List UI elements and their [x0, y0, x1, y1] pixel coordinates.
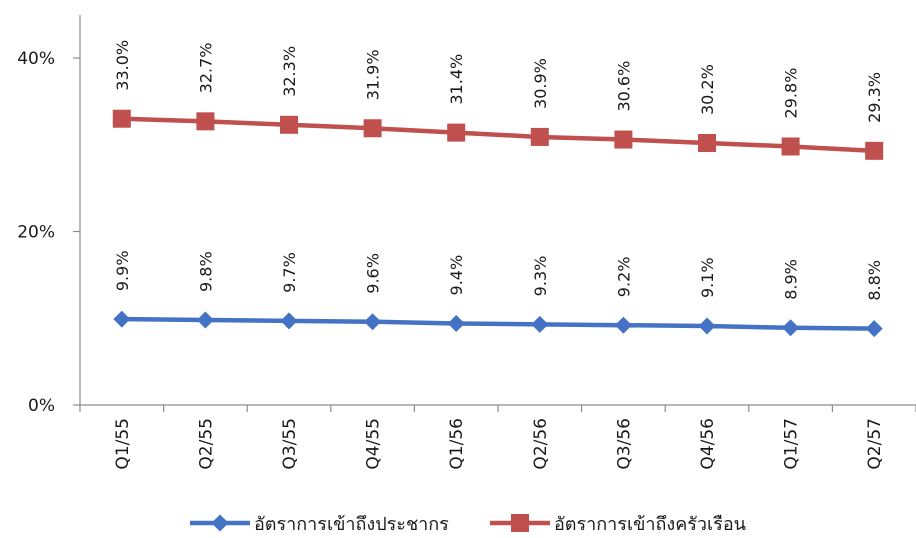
- data-point: [530, 127, 549, 146]
- data-label: 9.6%: [364, 253, 383, 294]
- legend: อัตราการเข้าถึงประชากร อัตราการเข้าถึงครั…: [190, 514, 746, 535]
- legend-label: อัตราการเข้าถึงประชากร: [254, 514, 449, 535]
- data-point: [614, 130, 633, 149]
- data-point: [865, 141, 884, 160]
- legend-marker: [511, 514, 529, 532]
- data-label: 32.7%: [196, 42, 215, 93]
- data-point: [112, 109, 131, 128]
- data-label: 8.8%: [865, 260, 884, 301]
- data-label: 9.3%: [531, 256, 550, 297]
- legend-label: อัตราการเข้าถึงครัวเรือน: [554, 514, 746, 535]
- data-label: 29.8%: [782, 68, 801, 119]
- data-label: 9.2%: [614, 257, 633, 298]
- legend-item: อัตราการเข้าถึงครัวเรือน: [490, 514, 746, 535]
- data-label: 8.9%: [782, 259, 801, 300]
- y-ticks: 0% 20% 40%: [17, 49, 80, 416]
- data-label: 9.1%: [698, 257, 717, 298]
- x-tick-label: Q4/55: [364, 418, 384, 470]
- x-tick-label: Q2/56: [531, 418, 551, 470]
- series-line: [121, 116, 875, 154]
- series-1: [113, 310, 883, 338]
- data-label: 9.9%: [113, 250, 132, 291]
- data-point: [280, 312, 298, 330]
- x-tick-label: Q1/56: [447, 418, 467, 470]
- data-label: 9.8%: [196, 251, 215, 292]
- data-label: 33.0%: [113, 40, 132, 91]
- data-label: 30.9%: [531, 58, 550, 109]
- y-tick-label: 40%: [17, 49, 55, 69]
- y-tick-label: 20%: [17, 223, 55, 243]
- data-point: [531, 315, 549, 333]
- data-labels: 9.9% 9.8% 9.7% 9.6% 9.4% 9.3% 9.2% 9.1% 8.9% 8.8%…: [113, 40, 884, 301]
- legend-item: อัตราการเข้าถึงประชากร: [190, 514, 449, 535]
- data-point: [113, 310, 131, 328]
- data-label: 9.7%: [280, 252, 299, 293]
- data-point: [364, 313, 382, 331]
- x-tick-label: Q1/55: [113, 418, 133, 470]
- data-point: [280, 115, 298, 134]
- x-tick-label: Q4/56: [698, 418, 718, 470]
- series-layer: [112, 109, 884, 338]
- data-point: [865, 320, 883, 338]
- data-point: [363, 119, 382, 138]
- series-2: [112, 109, 884, 160]
- x-ticks: Q1/55 Q2/55 Q3/55 Q4/55 Q1/56 Q2/56 Q3/56 Q4/56…: [79, 405, 916, 470]
- data-label: 32.3%: [280, 46, 299, 97]
- x-tick-label: Q3/56: [614, 418, 634, 470]
- data-label: 31.4%: [447, 54, 466, 105]
- data-point: [447, 123, 466, 142]
- data-point: [782, 319, 800, 337]
- x-tick-label: Q2/55: [196, 418, 216, 470]
- data-point: [196, 311, 214, 329]
- data-label: 30.6%: [614, 61, 633, 112]
- data-label: 9.4%: [447, 255, 466, 296]
- y-tick-label: 0%: [28, 396, 55, 416]
- x-tick-label: Q1/57: [782, 418, 802, 470]
- data-point: [447, 314, 465, 332]
- data-label: 29.3%: [865, 72, 884, 123]
- data-point: [781, 137, 800, 156]
- data-point: [196, 112, 215, 131]
- data-label: 31.9%: [364, 49, 383, 100]
- legend-marker: [211, 514, 229, 532]
- x-tick-label: Q3/55: [280, 418, 300, 470]
- data-point: [614, 316, 632, 334]
- data-point: [698, 317, 716, 335]
- data-point: [698, 134, 716, 153]
- x-tick-label: Q2/57: [865, 418, 885, 470]
- data-label: 30.2%: [698, 64, 717, 115]
- series-line: [121, 316, 875, 331]
